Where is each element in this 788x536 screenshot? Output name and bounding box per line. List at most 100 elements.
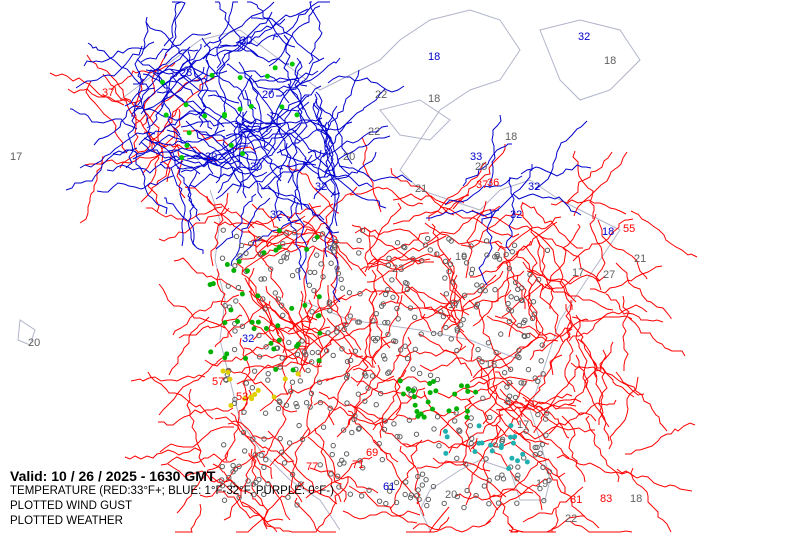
map-value-label: 32 [242,333,254,345]
rain-symbol [473,389,479,395]
station-circle [245,478,251,484]
station-circle [362,371,368,377]
station-circle [506,265,513,272]
cold-isotherm [134,16,149,86]
warm-isotherm [439,206,520,238]
station-circle [243,250,249,256]
station-circle [450,279,456,285]
station-circle [276,398,282,404]
station-circle [376,498,383,504]
warm-isotherms [49,53,698,533]
legend-temperature: TEMPERATURE (RED:33°F+; BLUE: 1°F-32°F, … [10,485,334,497]
station-circle [319,231,326,237]
cold-isotherm [215,1,259,57]
station-circle [261,464,267,471]
cold-isotherm [243,70,308,87]
map-value-label: 61 [383,481,395,493]
station-circle [522,317,528,323]
station-circle [340,427,347,433]
legend: Valid: 10 / 26 / 2025 - 1630 GMT TEMPERA… [10,468,334,529]
station-circle [402,244,408,251]
cold-isotherm [325,226,341,303]
station-circle [461,253,467,260]
station-circle [299,338,305,344]
station-circle [402,343,408,349]
station-circle [283,402,290,408]
warm-isotherm [212,463,265,507]
station-plots [159,61,553,511]
coastline [299,299,521,361]
station-circle [277,435,283,442]
station-circle [262,410,269,416]
station-circle [423,476,429,483]
rain-symbol [427,390,433,396]
cold-isotherm [307,125,389,155]
warm-isotherm [476,359,520,426]
rain-symbol [208,349,214,355]
warm-isotherm [572,150,595,219]
station-circle [475,346,481,353]
cold-isotherm [251,17,320,61]
cold-isotherm [216,11,273,74]
cold-isotherm [133,49,199,85]
station-circle [492,287,498,293]
cold-isotherm [96,175,174,193]
station-circle [351,416,357,423]
map-value-label: 18 [428,93,440,105]
drizzle-symbol [476,440,482,446]
map-value-label: 21 [634,253,646,265]
warm-isotherm [349,186,424,207]
station-circle [326,299,333,305]
station-circle [262,306,268,312]
fog-symbol [227,376,233,382]
station-circle [261,436,267,442]
station-circle [430,330,437,337]
map-value-label: 20 [343,151,355,163]
map-value-label: 30 [205,151,217,163]
warm-isotherm [294,497,336,533]
cold-isotherm [462,143,512,187]
station-circle [249,385,256,391]
station-circle [424,235,431,242]
map-value-label: 18 [602,226,614,238]
cold-isotherm [279,148,341,196]
warm-isotherm [348,485,418,524]
warm-isotherm [275,323,289,396]
station-circle [418,257,425,264]
station-circle [253,479,259,486]
station-circle [454,455,460,462]
station-circle [422,242,429,248]
legend-weather: PLOTTED WEATHER [10,515,123,527]
map-value-label: 18 [485,359,497,371]
station-circle [468,435,475,442]
rain-symbol [304,246,310,252]
station-circle [306,282,313,288]
map-value-label: 28 [180,67,192,79]
warm-isotherm [590,265,663,294]
station-circle [219,463,225,470]
station-circle [407,494,414,501]
station-circle [397,434,403,440]
rain-symbol [276,244,282,250]
cold-isotherm [302,161,373,188]
coastlines [17,9,641,531]
cold-isotherm [190,154,268,178]
station-circle [373,402,379,408]
station-circle [456,427,462,433]
cold-isotherm [270,112,328,168]
station-circle [443,291,450,297]
cold-isotherm [185,120,243,186]
warm-isotherm [227,368,298,413]
warm-isotherm [371,269,391,349]
cold-isotherm [324,121,336,198]
cold-isotherm [189,158,262,188]
station-circle [362,398,368,404]
station-circle [386,369,392,375]
station-circle [298,481,304,487]
warm-isotherm [298,290,307,368]
fog-symbol [252,391,258,397]
cold-isotherm [233,74,253,152]
station-circle [391,421,397,427]
